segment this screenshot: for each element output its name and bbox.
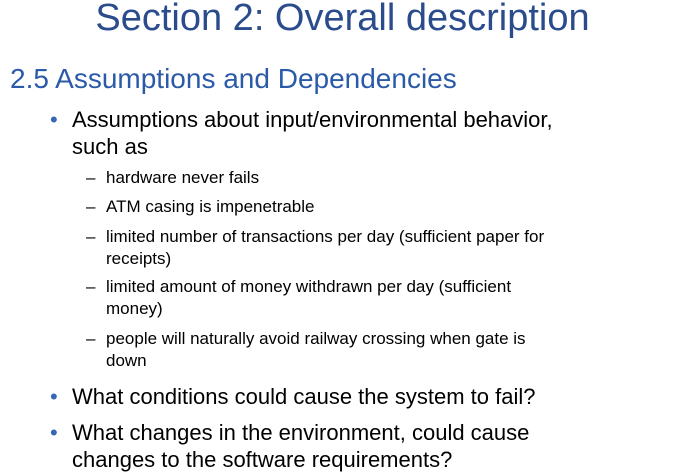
dash-icon: –	[86, 329, 96, 348]
sub-item-text: people will naturally avoid railway cros…	[106, 329, 526, 348]
bullet-icon: •	[50, 107, 58, 132]
bullet-item: • What conditions could cause the system…	[50, 383, 535, 410]
bullet-text-line: changes to the software requirements?	[72, 447, 453, 472]
sub-item: – limited number of transactions per day…	[86, 226, 544, 270]
bullet-text-line: What conditions could cause the system t…	[72, 384, 536, 409]
dash-icon: –	[86, 227, 96, 246]
sub-item-text: limited number of transactions per day (…	[106, 227, 545, 246]
sub-item: – hardware never fails	[86, 167, 259, 189]
sub-item-text: hardware never fails	[106, 168, 260, 187]
sub-item-text: down	[106, 351, 147, 370]
section-heading: 2.5 Assumptions and Dependencies	[10, 63, 457, 94]
bullet-item: • What changes in the environment, could…	[50, 419, 529, 473]
bullet-icon: •	[50, 384, 58, 409]
dash-icon: –	[86, 277, 96, 296]
slide-title: Section 2: Overall description	[95, 0, 590, 39]
sub-item-text: money)	[106, 299, 163, 318]
sub-item: – people will naturally avoid railway cr…	[86, 328, 526, 372]
sub-item-text: receipts)	[106, 249, 172, 268]
sub-item: – ATM casing is impenetrable	[86, 196, 315, 218]
bullet-text-line: such as	[72, 134, 148, 159]
bullet-icon: •	[50, 420, 58, 445]
sub-item-text: ATM casing is impenetrable	[106, 197, 315, 216]
sub-item: – limited amount of money withdrawn per …	[86, 276, 511, 320]
dash-icon: –	[86, 197, 96, 216]
dash-icon: –	[86, 168, 96, 187]
bullet-text-line: What changes in the environment, could c…	[72, 420, 530, 445]
sub-item-text: limited amount of money withdrawn per da…	[106, 277, 512, 296]
bullet-item: • Assumptions about input/environmental …	[50, 106, 553, 160]
bullet-text-line: Assumptions about input/environmental be…	[72, 107, 553, 132]
